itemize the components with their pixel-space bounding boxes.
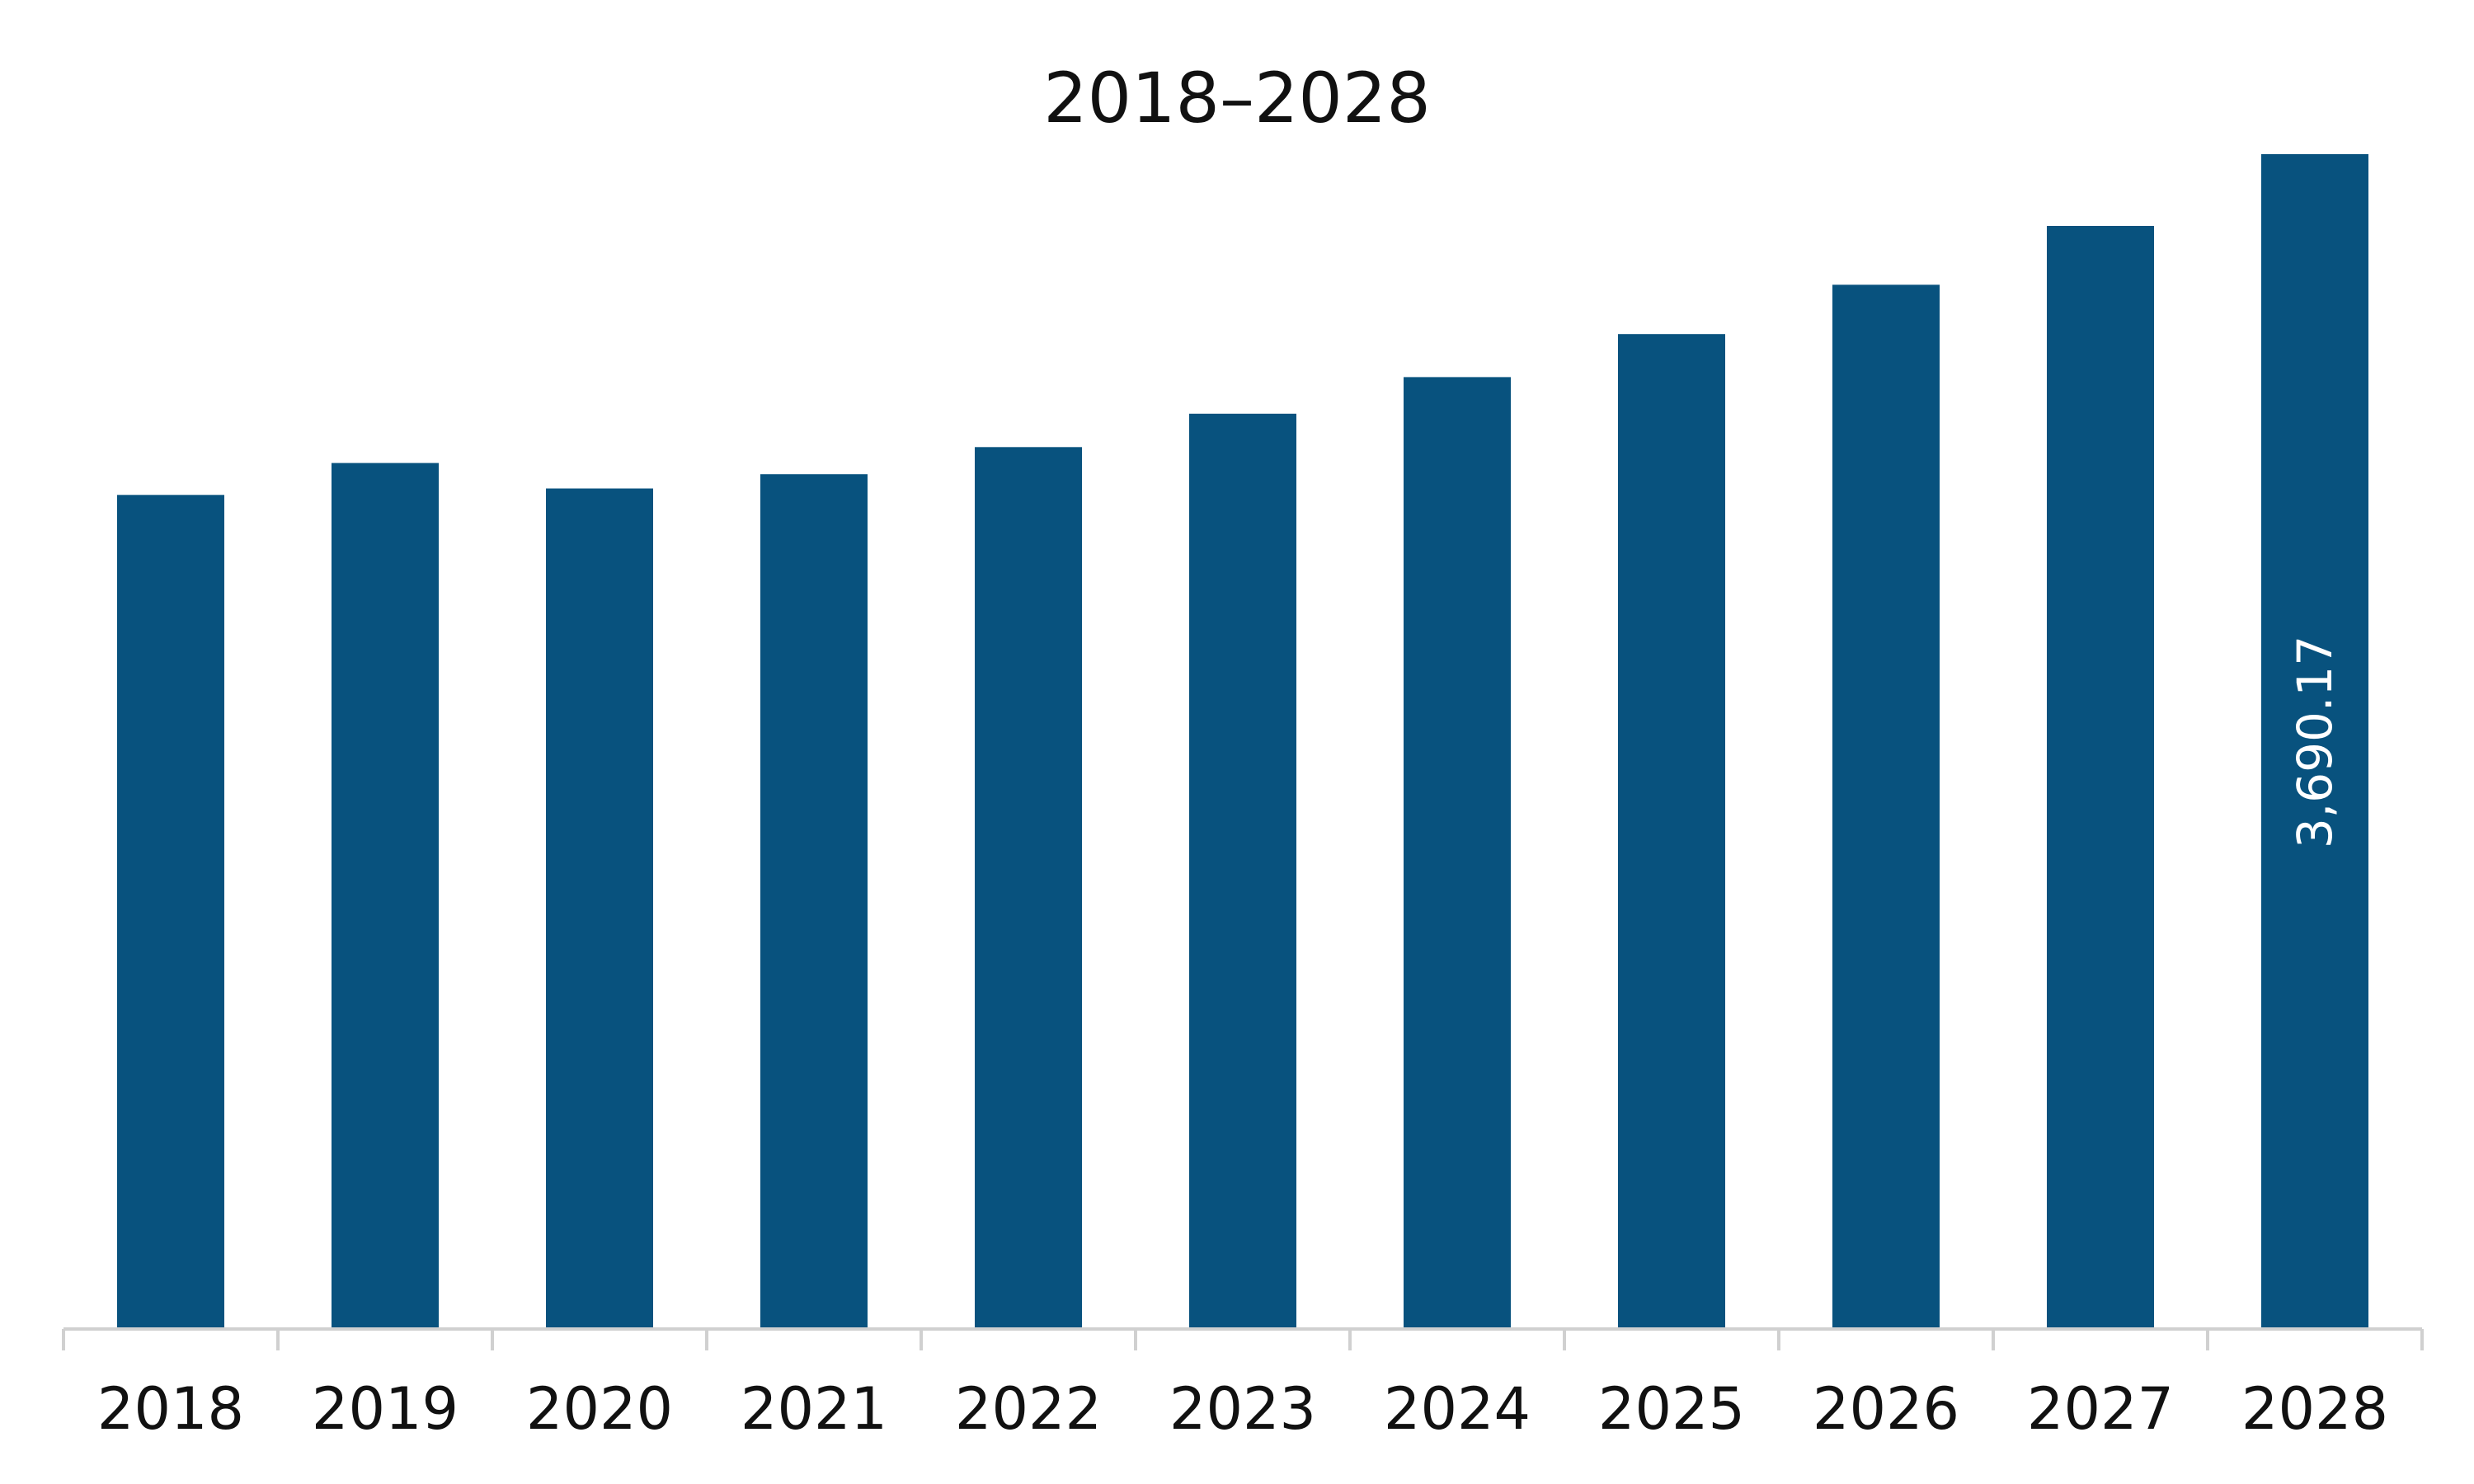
x-tick-label-2024: 2024 xyxy=(1384,1375,1531,1443)
x-tick-label-2027: 2027 xyxy=(2027,1375,2174,1443)
bar-2025 xyxy=(1618,334,1725,1330)
x-tick-label-2019: 2019 xyxy=(312,1375,459,1443)
bar-2020 xyxy=(546,488,653,1329)
bar-2022 xyxy=(975,447,1082,1329)
x-tick-label-2023: 2023 xyxy=(1169,1375,1316,1443)
x-tick-label-2018: 2018 xyxy=(97,1375,244,1443)
labels-layer: 2018 2019 2020 2021 2022 2023 2024 2025 2026 2027… xyxy=(97,636,2388,1443)
bar-2018 xyxy=(117,495,224,1329)
x-tick-label-2022: 2022 xyxy=(955,1375,1102,1443)
bar-2027 xyxy=(2047,226,2154,1329)
x-tick-label-2028: 2028 xyxy=(2241,1375,2388,1443)
x-axis xyxy=(62,1327,2424,1350)
bar-2021 xyxy=(760,474,868,1330)
x-tick-label-2021: 2021 xyxy=(741,1375,887,1443)
data-label-2028: 3,690.17 xyxy=(2287,636,2343,848)
chart-title: 2018–2028 xyxy=(1043,58,1431,139)
bar-2026 xyxy=(1832,284,1940,1329)
x-tick-label-2025: 2025 xyxy=(1598,1375,1745,1443)
x-tick-label-2026: 2026 xyxy=(1813,1375,1959,1443)
bars-layer xyxy=(117,154,2368,1330)
x-tick-label-2020: 2020 xyxy=(526,1375,673,1443)
bar-2024 xyxy=(1404,377,1511,1329)
bar-2019 xyxy=(332,463,439,1329)
bar-2023 xyxy=(1189,413,1296,1329)
bar-2028 xyxy=(2261,154,2368,1329)
